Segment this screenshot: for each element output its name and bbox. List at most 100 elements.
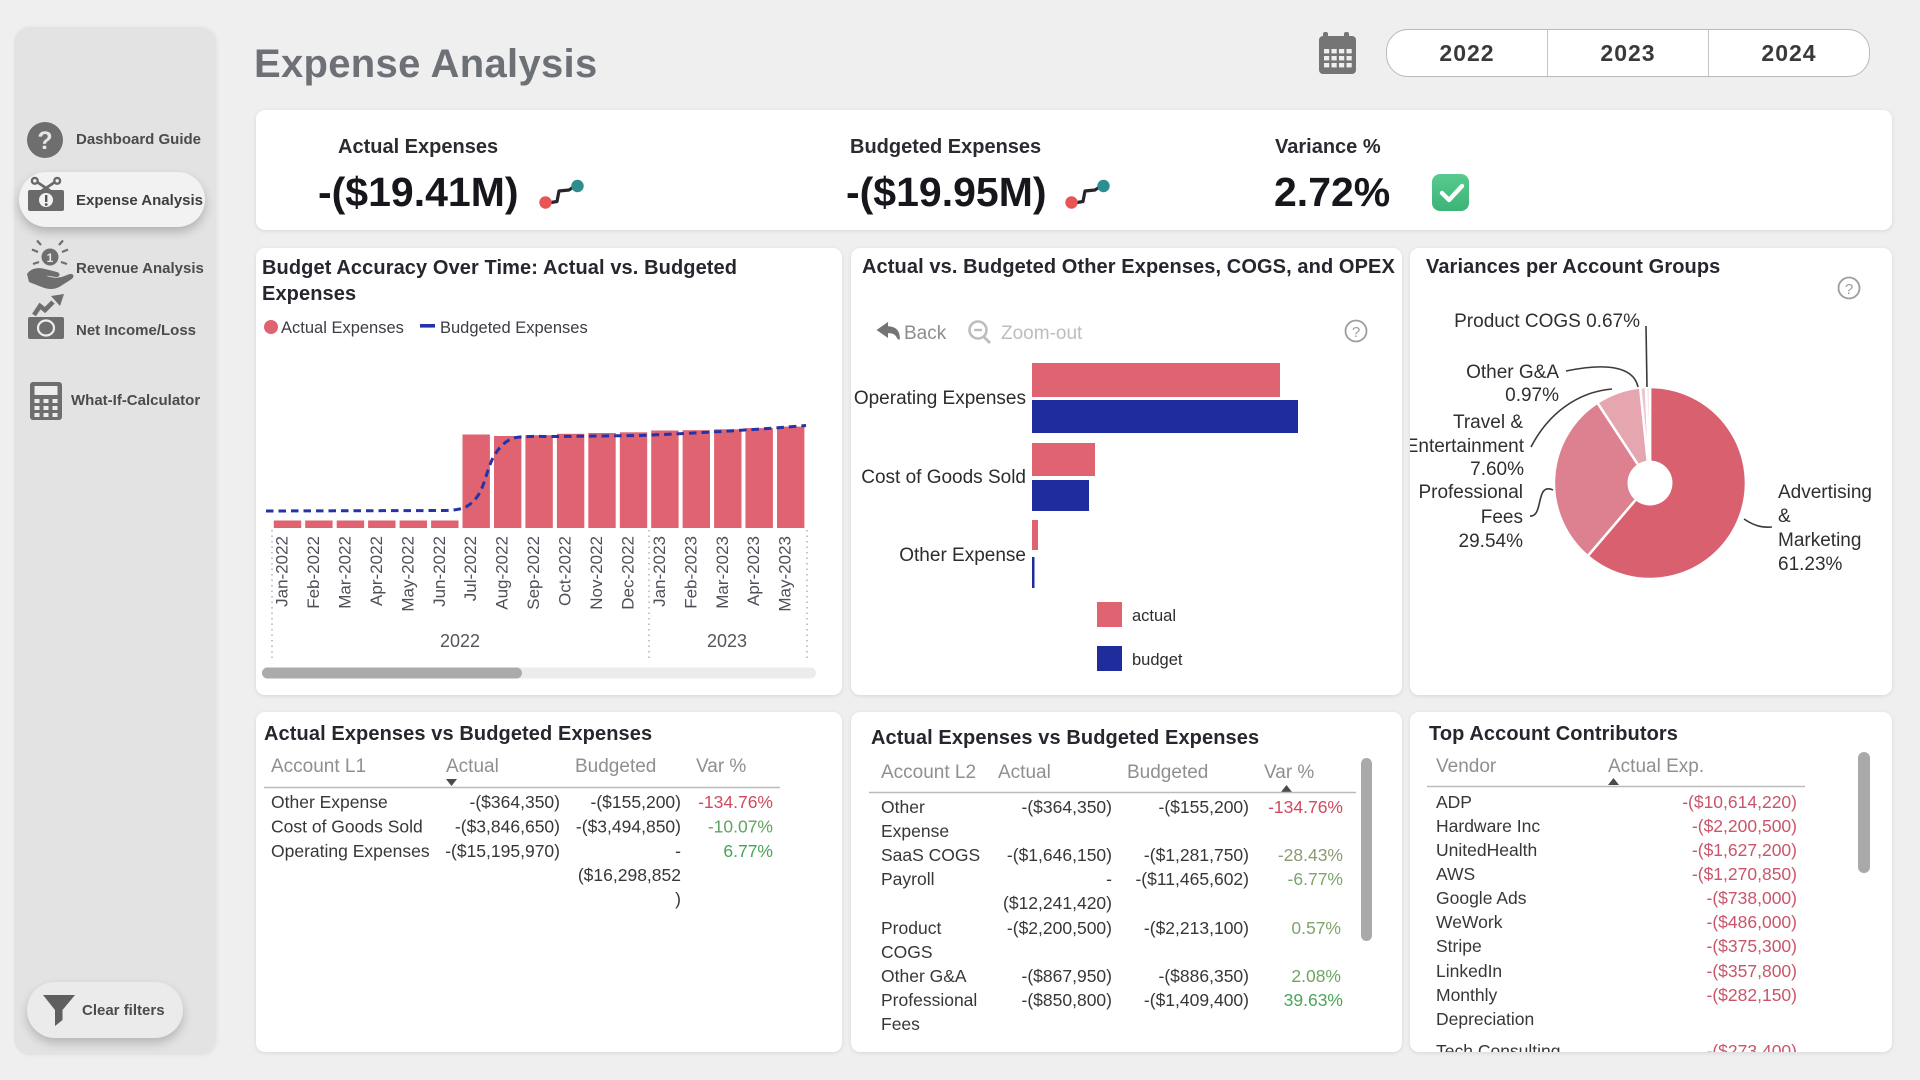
svg-text:39.63%: 39.63% (1284, 990, 1343, 1010)
svg-text:Zoom-out: Zoom-out (1001, 323, 1083, 344)
svg-text:-($155,200): -($155,200) (591, 792, 681, 812)
svg-text:Fees: Fees (881, 1014, 920, 1034)
svg-text:($16,298,852: ($16,298,852 (578, 865, 681, 885)
svg-text:Tech Consulting: Tech Consulting (1436, 1041, 1561, 1052)
svg-text:Other Expense: Other Expense (899, 545, 1026, 566)
svg-text:Jun-2022: Jun-2022 (430, 536, 449, 607)
svg-text:1: 1 (47, 251, 54, 265)
svg-text:-($273,400): -($273,400) (1707, 1041, 1797, 1052)
svg-text:Actual Expenses: Actual Expenses (281, 319, 404, 337)
svg-text:Jan-2023: Jan-2023 (650, 536, 669, 607)
svg-text:61.23%: 61.23% (1778, 554, 1843, 575)
svg-text:0.97%: 0.97% (1505, 385, 1559, 406)
svg-text:Other G&A: Other G&A (1466, 362, 1559, 383)
svg-text:Marketing: Marketing (1778, 530, 1861, 551)
svg-text:-($357,800): -($357,800) (1707, 961, 1797, 981)
svg-text:-($2,213,100): -($2,213,100) (1144, 918, 1249, 938)
svg-text:Stripe: Stripe (1436, 936, 1482, 956)
svg-text:Nov-2022: Nov-2022 (587, 536, 606, 610)
svg-text:Budgeted: Budgeted (1127, 762, 1208, 783)
svg-text:Vendor: Vendor (1436, 756, 1497, 777)
svg-text:6.77%: 6.77% (723, 841, 773, 861)
svg-text:Fees: Fees (1481, 507, 1523, 528)
svg-text:Google Ads: Google Ads (1436, 888, 1527, 908)
svg-text:Payroll: Payroll (881, 869, 935, 889)
svg-text:?: ? (1845, 281, 1853, 298)
svg-text:-($1,409,400): -($1,409,400) (1144, 990, 1249, 1010)
svg-text:-28.43%: -28.43% (1278, 845, 1343, 865)
svg-text:Entertainment: Entertainment (1410, 436, 1525, 457)
svg-text:Other: Other (881, 797, 925, 817)
svg-text:-($867,950): -($867,950) (1022, 966, 1112, 986)
svg-text:-($3,494,850): -($3,494,850) (576, 817, 681, 837)
svg-text:&: & (1778, 506, 1791, 527)
svg-text:Expense: Expense (881, 821, 949, 841)
svg-text:2.08%: 2.08% (1291, 966, 1341, 986)
svg-text:May-2022: May-2022 (398, 536, 417, 612)
svg-text:Aug-2022: Aug-2022 (493, 536, 512, 610)
svg-text:29.54%: 29.54% (1459, 531, 1524, 552)
svg-text:-($1,627,200): -($1,627,200) (1692, 840, 1797, 860)
svg-text:Product: Product (881, 918, 941, 938)
svg-text:Apr-2023: Apr-2023 (744, 536, 763, 606)
svg-text:Depreciation: Depreciation (1436, 1009, 1534, 1029)
svg-text:Professional: Professional (1418, 482, 1523, 503)
svg-text:Operating Expenses: Operating Expenses (854, 388, 1026, 409)
svg-text:-($1,281,750): -($1,281,750) (1144, 845, 1249, 865)
svg-text:Professional: Professional (881, 990, 977, 1010)
svg-text:-($155,200): -($155,200) (1159, 797, 1249, 817)
svg-text:Dec-2022: Dec-2022 (619, 536, 638, 610)
svg-text:-($282,150): -($282,150) (1707, 985, 1797, 1005)
svg-text:-($364,350): -($364,350) (1022, 797, 1112, 817)
svg-text:-: - (675, 841, 681, 861)
svg-text:Budgeted: Budgeted (575, 756, 656, 777)
svg-text:Mar-2023: Mar-2023 (713, 536, 732, 609)
svg-text:-($1,646,150): -($1,646,150) (1007, 845, 1112, 865)
svg-text:-: - (1106, 869, 1112, 889)
svg-text:ADP: ADP (1436, 792, 1472, 812)
svg-text:Monthly: Monthly (1436, 985, 1498, 1005)
svg-text:Account L1: Account L1 (271, 756, 366, 777)
svg-text:-($850,800): -($850,800) (1022, 990, 1112, 1010)
svg-text:-($738,000): -($738,000) (1707, 888, 1797, 908)
svg-text:Var %: Var % (1264, 762, 1314, 783)
svg-text:Mar-2022: Mar-2022 (335, 536, 354, 609)
svg-text:?: ? (1352, 324, 1360, 341)
svg-text:-($15,195,970): -($15,195,970) (445, 841, 560, 861)
svg-text:-($1,270,850): -($1,270,850) (1692, 864, 1797, 884)
svg-text:Apr-2022: Apr-2022 (367, 536, 386, 606)
svg-text:COGS: COGS (881, 942, 933, 962)
svg-text:2022: 2022 (440, 631, 480, 651)
svg-text:-($10,614,220): -($10,614,220) (1682, 792, 1797, 812)
svg-text:Jul-2022: Jul-2022 (461, 536, 480, 601)
svg-text:-134.76%: -134.76% (698, 792, 773, 812)
svg-text:Operating Expenses: Operating Expenses (271, 841, 430, 861)
svg-text:Cost of Goods Sold: Cost of Goods Sold (271, 817, 423, 837)
svg-text:May-2023: May-2023 (776, 536, 795, 612)
svg-text:0.57%: 0.57% (1291, 918, 1341, 938)
svg-text:-($886,350): -($886,350) (1159, 966, 1249, 986)
svg-text:actual: actual (1132, 607, 1176, 625)
svg-text:Product COGS 0.67%: Product COGS 0.67% (1454, 311, 1640, 332)
svg-text:Cost of Goods Sold: Cost of Goods Sold (861, 467, 1026, 488)
svg-text:Actual: Actual (998, 762, 1051, 783)
svg-text:AWS: AWS (1436, 864, 1475, 884)
svg-text:Sep-2022: Sep-2022 (524, 536, 543, 610)
svg-text:Advertising: Advertising (1778, 482, 1872, 503)
svg-text:Travel &: Travel & (1453, 412, 1523, 433)
svg-text:Actual: Actual (446, 756, 499, 777)
svg-text:Oct-2022: Oct-2022 (556, 536, 575, 606)
svg-text:Budgeted Expenses: Budgeted Expenses (440, 319, 588, 337)
svg-text:-($3,846,650): -($3,846,650) (455, 817, 560, 837)
svg-text:Other Expense: Other Expense (271, 792, 388, 812)
svg-text:-($11,465,602): -($11,465,602) (1135, 869, 1249, 889)
svg-text:Actual Exp.: Actual Exp. (1608, 756, 1704, 777)
svg-text:($12,241,420): ($12,241,420) (1003, 893, 1112, 913)
svg-text:-($2,200,500): -($2,200,500) (1007, 918, 1112, 938)
svg-text:-($486,000): -($486,000) (1707, 912, 1797, 932)
svg-text:-($375,300): -($375,300) (1707, 936, 1797, 956)
svg-text:Feb-2022: Feb-2022 (304, 536, 323, 609)
svg-text:-($2,200,500): -($2,200,500) (1692, 816, 1797, 836)
svg-text:Back: Back (904, 323, 947, 344)
svg-text:Var %: Var % (696, 756, 746, 777)
